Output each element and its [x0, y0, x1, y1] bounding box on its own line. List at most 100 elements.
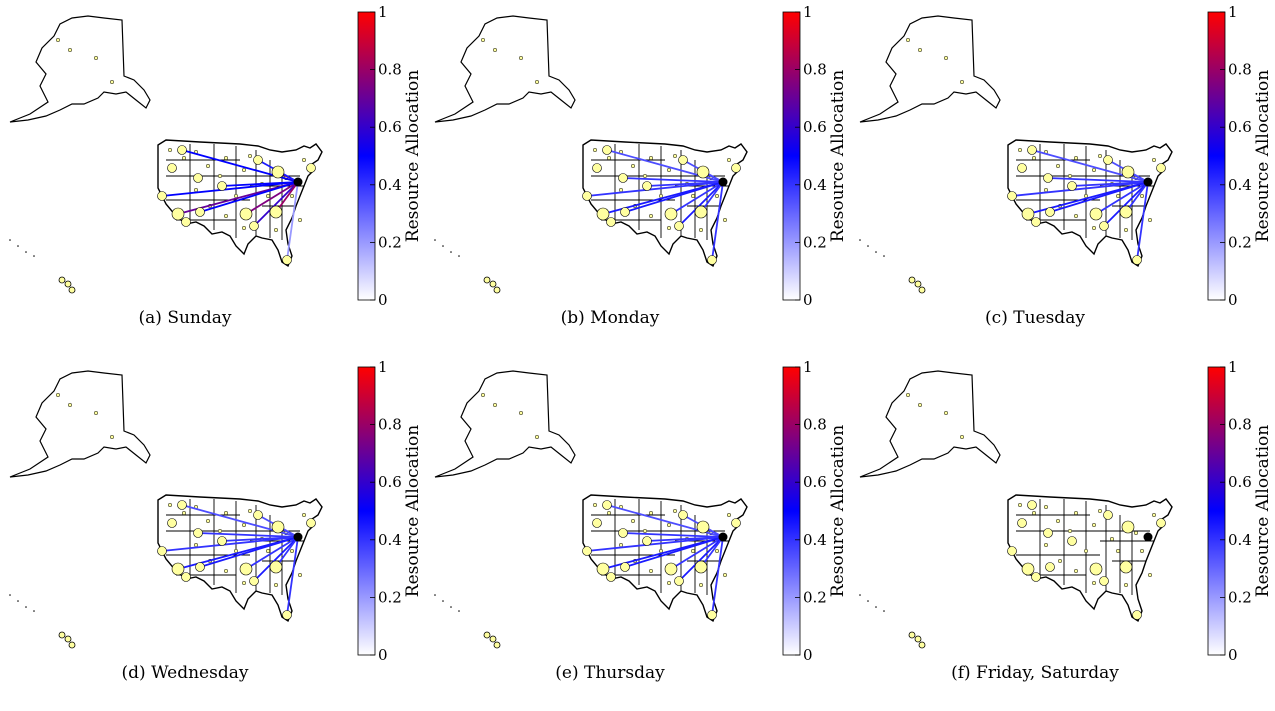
airport-marker — [480, 37, 486, 43]
colorbar-tick-label: 1 — [803, 358, 813, 376]
colorbar-tick-label: 1 — [803, 3, 813, 21]
colorbar-label: Resource Allocation — [403, 425, 420, 597]
airport-marker — [265, 548, 271, 554]
hawaii-island — [918, 286, 926, 294]
city-marker — [1121, 520, 1135, 534]
hawaii-island — [914, 635, 922, 643]
map-plot: 0 0.2 0.4 0.6 0.8 1 Resource Allocation — [859, 3, 1270, 305]
airport-marker — [648, 510, 654, 516]
city-marker — [239, 207, 253, 221]
route-line — [221, 181, 299, 187]
airport-marker — [648, 213, 654, 219]
airport-marker — [241, 522, 247, 528]
colorbar — [1207, 366, 1226, 656]
route-line — [624, 536, 724, 568]
colorbar-tick-label: 0.6 — [803, 473, 827, 491]
route-line — [286, 181, 299, 261]
city-marker — [282, 610, 292, 620]
airport-marker — [1147, 572, 1153, 578]
city-marker — [678, 510, 688, 520]
hawaii-dot — [875, 251, 877, 253]
city-marker — [592, 163, 602, 173]
airport-marker — [273, 582, 279, 588]
city-marker — [707, 255, 717, 265]
hawaii-dot — [883, 255, 885, 257]
colorbar-tick-label: 0.4 — [1228, 531, 1252, 549]
city-marker — [1119, 560, 1133, 574]
map-panel: 0 0.2 0.4 0.6 0.8 1 Resource Allocation (d) Wed… — [0, 355, 420, 695]
city-marker — [171, 207, 185, 221]
panel-caption: (d) Wednesday — [121, 663, 249, 683]
city-marker — [253, 155, 263, 165]
city-marker — [306, 163, 316, 173]
city-marker — [1119, 205, 1133, 219]
hawaii-dot — [867, 245, 869, 247]
airport-marker — [492, 402, 498, 408]
city-marker — [1017, 163, 1027, 173]
airport-marker — [690, 193, 696, 199]
colorbar-tick-label: 0.4 — [803, 176, 827, 194]
hawaii-dot — [458, 610, 460, 612]
alaska-outline — [859, 15, 1001, 123]
colorbar-tick-label: 0 — [1228, 646, 1238, 660]
route-line — [221, 536, 299, 542]
map-plot: 0 0.2 0.4 0.6 0.8 1 Resource Allocation — [9, 358, 420, 660]
airport-marker — [534, 434, 540, 440]
airport-marker — [167, 502, 173, 508]
airport-marker — [223, 155, 229, 161]
city-marker — [694, 205, 708, 219]
city-marker — [606, 217, 616, 227]
hawaii-island — [64, 635, 72, 643]
city-marker — [694, 560, 708, 574]
colorbar-tick-label: 0.8 — [1228, 416, 1252, 434]
hub-marker — [293, 532, 303, 542]
airport-marker — [1083, 193, 1089, 199]
colorbar-label: Resource Allocation — [1253, 70, 1270, 242]
colorbar-tick-label: 0 — [803, 646, 813, 660]
airport-marker — [1031, 155, 1037, 161]
route-line — [1136, 181, 1149, 261]
airport-marker — [1115, 548, 1121, 554]
airport-marker — [93, 55, 99, 61]
hawaii-island — [908, 276, 916, 284]
colorbar-tick-label: 0 — [1228, 291, 1238, 305]
airport-marker — [265, 193, 271, 199]
map-panel: 0 0.2 0.4 0.6 0.8 1 Resource Allocation (b) Mon… — [425, 0, 845, 340]
hawaii-dot — [859, 239, 861, 241]
airport-marker — [247, 153, 253, 159]
route-line — [711, 181, 724, 261]
panel-caption: (f) Friday, Saturday — [951, 663, 1119, 683]
hawaii-dot — [9, 594, 11, 596]
city-marker — [193, 528, 203, 538]
colorbar-label: Resource Allocation — [828, 70, 845, 242]
route-line — [253, 536, 299, 582]
city-marker — [642, 181, 652, 191]
airport-marker — [714, 193, 720, 199]
airport-marker — [1031, 510, 1037, 516]
colorbar-tick-label: 1 — [378, 358, 388, 376]
airport-marker — [592, 502, 598, 508]
airport-marker — [1067, 528, 1073, 534]
city-marker — [167, 518, 177, 528]
hawaii-island — [58, 631, 66, 639]
colorbar-tick-label: 0.8 — [1228, 61, 1252, 79]
airport-marker — [223, 510, 229, 516]
colorbar-tick-label: 0.2 — [1228, 588, 1252, 606]
hawaii-dot — [859, 594, 861, 596]
airport-marker — [241, 167, 247, 173]
colorbar-tick-label: 0 — [378, 291, 388, 305]
airport-marker — [518, 410, 524, 416]
city-marker — [157, 546, 167, 556]
city-marker — [171, 562, 185, 576]
hub-marker — [293, 177, 303, 187]
airport-marker — [55, 37, 61, 43]
airport-marker — [666, 167, 672, 173]
airport-marker — [1073, 568, 1079, 574]
hawaii-island — [489, 280, 497, 288]
alaska-outline — [9, 370, 151, 478]
airport-marker — [1151, 157, 1157, 163]
airport-marker — [181, 510, 187, 516]
airport-marker — [714, 548, 720, 554]
airport-marker — [1091, 167, 1097, 173]
airport-marker — [1091, 522, 1097, 528]
